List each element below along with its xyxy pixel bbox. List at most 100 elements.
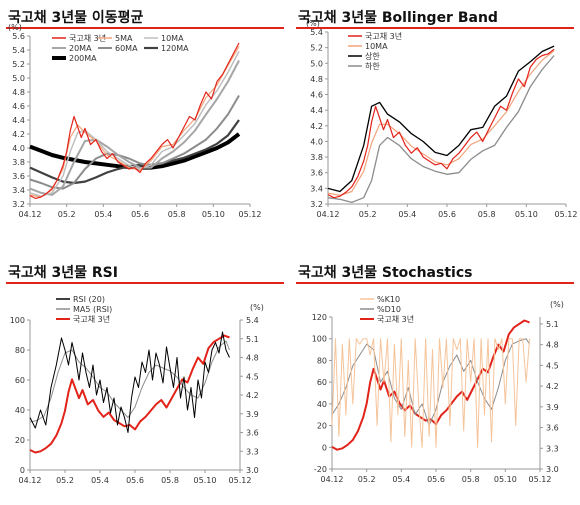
legend-label: %D10 <box>377 305 401 314</box>
y2-tick-label: 3.9 <box>546 403 559 412</box>
chart-svg: 국고채 3년물 RSI 0 20 40 60 80 100 3.0 3.3 3.6 3.9 4.2 4.… <box>6 265 284 485</box>
y2-axis-unit: (%) <box>250 303 264 312</box>
y-tick-label: -20 <box>314 465 327 474</box>
series-line-10ma <box>29 51 240 198</box>
series-line-5ma <box>29 46 240 198</box>
legend-label: 200MA <box>69 54 97 63</box>
x-tick-label: 04.12 <box>317 210 340 219</box>
x-tick-label: 05.4 <box>392 475 410 484</box>
y-axis-unit: (%) <box>306 19 320 28</box>
y-tick-label: 3.6 <box>310 169 323 178</box>
chart-svg: 국고채 3년물 이동평균 3.2 3.4 3.6 3.8 4.0 4.2 4.4 4.6 4.8 5… <box>6 9 284 219</box>
legend-label: 상한 <box>365 51 380 61</box>
y-tick-label: 0 <box>322 443 327 452</box>
series-line-d10 <box>331 338 531 427</box>
chart-bollinger-band: 국고채 3년물 Bollinger Band 3.2 3.4 3.6 3.8 4.0 4.2… <box>290 0 580 252</box>
y-tick-label: 120 <box>312 313 327 322</box>
legend-label: 하한 <box>365 61 380 71</box>
legend-label: 10MA <box>365 42 388 51</box>
y2-tick-label: 4.8 <box>246 354 259 363</box>
y2-axis-unit: (%) <box>550 300 564 309</box>
chart-svg: 국고채 3년물 Bollinger Band 3.2 3.4 3.6 3.8 4.0 4.2… <box>296 10 578 219</box>
y2-tick-label: 3.0 <box>546 465 559 474</box>
y2-tick-label: 5.4 <box>246 316 259 325</box>
x-tick-label: 05.2 <box>58 210 76 219</box>
y-tick-label: 80 <box>15 346 25 355</box>
series-line-k10 <box>331 338 531 448</box>
y-tick-label: 5.0 <box>12 74 25 83</box>
series-line-국고채-3년 <box>29 42 240 199</box>
legend-label: 10MA <box>161 34 184 43</box>
y2-tick-label: 3.3 <box>546 444 559 453</box>
y-tick-label: 3.2 <box>310 200 323 209</box>
y-tick-label: 100 <box>312 335 327 344</box>
y-tick-label: 60 <box>317 378 327 387</box>
y-tick-label: 4.2 <box>12 130 25 139</box>
series-line-국고채-3년 <box>327 48 555 199</box>
x-tick-label: 04.12 <box>19 476 42 485</box>
y2-tick-label: 3.6 <box>546 424 559 433</box>
y-tick-label: 5.0 <box>310 59 323 68</box>
y-tick-label: 80 <box>317 356 327 365</box>
x-tick-label: 05.10 <box>194 476 217 485</box>
x-tick-label: 05.8 <box>478 210 496 219</box>
y2-tick-label: 4.5 <box>546 361 559 370</box>
chart-title: 국고채 3년물 Stochastics <box>298 265 472 281</box>
y-axis-unit: (%) <box>8 23 22 32</box>
y-tick-label: 3.4 <box>12 186 25 195</box>
x-tick-label: 05.12 <box>529 475 552 484</box>
y-tick-label: 20 <box>15 436 25 445</box>
x-tick-label: 05.10 <box>202 210 225 219</box>
y-tick-label: 5.6 <box>12 32 25 41</box>
x-tick-label: 05.12 <box>229 476 252 485</box>
y2-tick-label: 3.9 <box>246 410 259 419</box>
x-tick-label: 05.6 <box>126 476 144 485</box>
y2-tick-label: 5.1 <box>246 335 259 344</box>
y-tick-label: 40 <box>317 400 327 409</box>
series-line-국고채-3년 <box>29 334 230 454</box>
x-tick-label: 05.12 <box>555 210 578 219</box>
series-line-60ma <box>29 94 240 190</box>
y-tick-label: 100 <box>10 316 25 325</box>
y-tick-label: 5.2 <box>12 60 25 69</box>
chart-title: 국고채 3년물 이동평균 <box>8 9 144 26</box>
legend-label: 5MA <box>115 34 133 43</box>
y-tick-label: 4.0 <box>310 137 323 146</box>
x-tick-label: 05.8 <box>161 476 179 485</box>
y-tick-label: 3.8 <box>310 153 323 162</box>
x-tick-label: 04.12 <box>19 210 42 219</box>
y-tick-label: 4.8 <box>310 75 323 84</box>
y-tick-label: 4.6 <box>12 102 25 111</box>
series-line-10ma <box>327 50 555 196</box>
x-tick-label: 05.4 <box>94 210 112 219</box>
y2-tick-label: 4.2 <box>546 382 559 391</box>
legend-label: 120MA <box>161 44 189 53</box>
y-tick-label: 4.4 <box>310 106 323 115</box>
y-tick-label: 3.6 <box>12 172 25 181</box>
y2-tick-label: 3.0 <box>246 466 259 475</box>
chart-rsi: 국고채 3년물 RSI 0 20 40 60 80 100 3.0 3.3 3.6 3.9 4.2 4.… <box>0 252 290 504</box>
x-tick-label: 05.10 <box>515 210 538 219</box>
legend-label: 국고채 3년 <box>69 33 106 43</box>
y2-tick-label: 3.3 <box>246 447 259 456</box>
chart-title: 국고채 3년물 RSI <box>8 265 118 281</box>
series-line-20ma <box>29 60 240 196</box>
x-tick-label: 05.4 <box>398 210 416 219</box>
y-tick-label: 5.4 <box>310 28 323 37</box>
y-tick-label: 4.8 <box>12 88 25 97</box>
chart-title: 국고채 3년물 Bollinger Band <box>298 10 498 26</box>
legend-label: %K10 <box>377 295 400 304</box>
y-tick-label: 0 <box>20 466 25 475</box>
x-tick-label: 05.4 <box>91 476 109 485</box>
legend-label: MA5 (RSI) <box>73 305 112 314</box>
y-tick-label: 4.6 <box>310 91 323 100</box>
y2-tick-label: 5.1 <box>546 320 559 329</box>
x-tick-label: 05.8 <box>168 210 186 219</box>
legend-label: 국고채 3년 <box>377 314 414 324</box>
series-line-국고채-3년 <box>331 319 530 451</box>
y2-tick-label: 4.8 <box>546 341 559 350</box>
x-tick-label: 05.6 <box>438 210 456 219</box>
series-line-하한 <box>327 55 555 204</box>
legend-label: 국고채 3년 <box>365 31 402 41</box>
y-tick-label: 3.4 <box>310 184 323 193</box>
